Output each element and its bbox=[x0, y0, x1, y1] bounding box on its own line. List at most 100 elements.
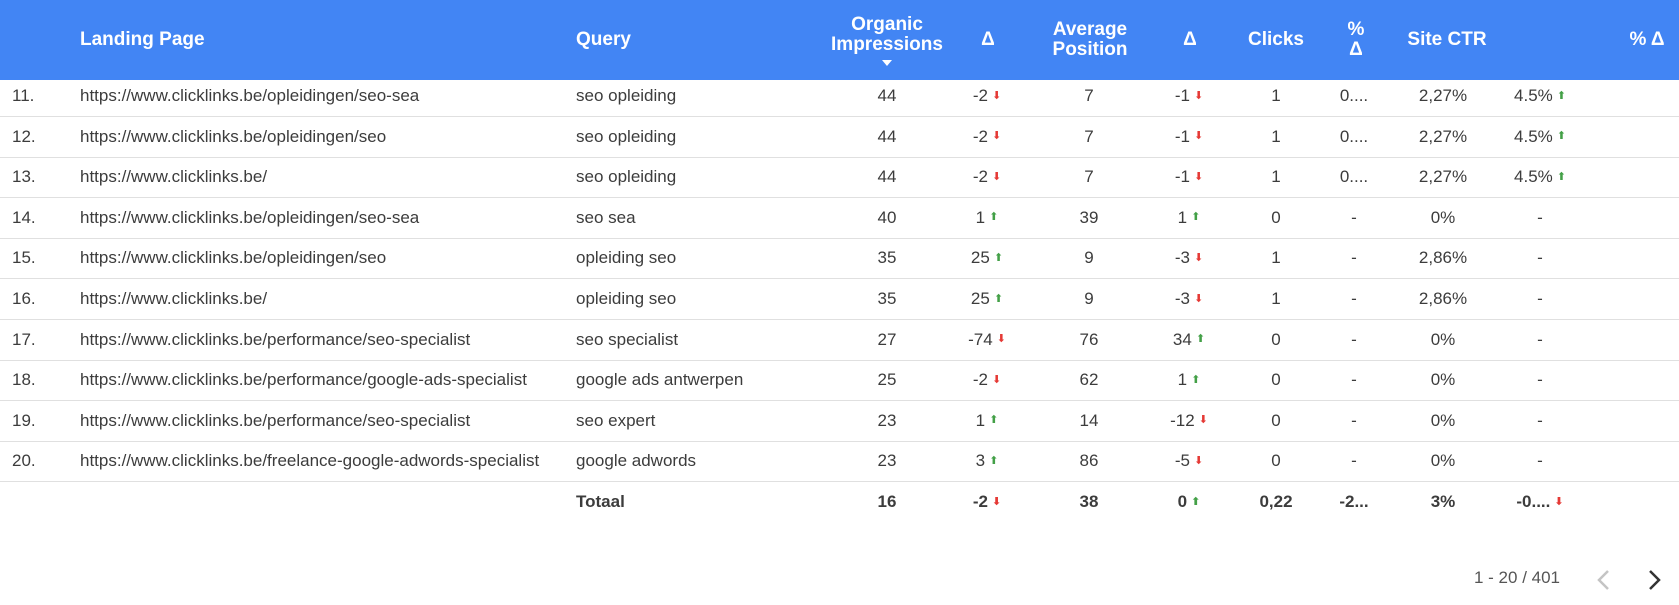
header-clicks-pct-delta[interactable]: % Δ bbox=[1347, 19, 1365, 60]
cell-clicks: 1 bbox=[1271, 86, 1281, 105]
header-landing-page[interactable]: Landing Page bbox=[80, 29, 205, 50]
total-pos: 38 bbox=[1079, 492, 1099, 511]
cell-impr: 40 bbox=[877, 207, 897, 227]
arrow-up-icon: ⬆ bbox=[993, 251, 1004, 264]
cell-pd: - bbox=[1351, 207, 1357, 227]
header-average-position[interactable]: Average Position bbox=[1052, 19, 1128, 60]
total-pd: -2... bbox=[1339, 492, 1369, 511]
cell-pd: 0.... bbox=[1339, 126, 1369, 146]
cell-query: seo opleiding bbox=[576, 86, 677, 105]
cell-d1: -2 ⬇ bbox=[972, 370, 1002, 390]
arrow-up-icon: ⬆ bbox=[989, 211, 999, 224]
cell-page[interactable]: https://www.clicklinks.be/freelance-goog… bbox=[80, 451, 540, 471]
cell-pd2: - bbox=[1537, 451, 1543, 471]
cell-page[interactable]: https://www.clicklinks.be/performance/go… bbox=[80, 370, 527, 390]
cell-page[interactable]: https://www.clicklinks.be/ bbox=[80, 289, 268, 308]
arrow-down-icon: ⬇ bbox=[1198, 414, 1208, 427]
cell-num: 16. bbox=[12, 289, 36, 308]
cell-d1: 25 ⬆ bbox=[970, 248, 1004, 268]
table-row[interactable]: 11. https://www.clicklinks.be/opleidingen… bbox=[0, 76, 1679, 117]
cell-page[interactable]: https://www.clicklinks.be/opleidingen/se… bbox=[80, 126, 387, 146]
cell-clicks: 1 bbox=[1271, 167, 1281, 187]
table-row[interactable]: 13. https://www.clicklinks.be/seo opleidi… bbox=[0, 157, 1679, 199]
header-impressions-delta[interactable]: Δ bbox=[981, 29, 995, 50]
cell-impr: 27 bbox=[877, 329, 897, 349]
cell-page[interactable]: https://www.clicklinks.be/performance/se… bbox=[80, 329, 471, 349]
pagination-range: 1 - 20 / 401 bbox=[1474, 568, 1561, 587]
table-row[interactable]: 17. https://www.clicklinks.be/performance… bbox=[0, 320, 1679, 361]
cell-d2: -3 ⬇ bbox=[1174, 248, 1204, 268]
cell-impr: 44 bbox=[877, 126, 897, 146]
cell-pd2: - bbox=[1537, 410, 1543, 430]
cell-clicks: 0 bbox=[1271, 410, 1281, 430]
total-clicks: 0,22 bbox=[1259, 492, 1293, 511]
cell-page[interactable]: https://www.clicklinks.be/performance/se… bbox=[80, 410, 471, 430]
arrow-up-icon: ⬆ bbox=[1191, 495, 1201, 508]
cell-d2: -5 ⬇ bbox=[1174, 451, 1204, 471]
cell-d2: 1 ⬆ bbox=[1177, 207, 1201, 227]
cell-d2: 34 ⬆ bbox=[1172, 329, 1206, 349]
chevron-right-icon[interactable] bbox=[1640, 565, 1670, 595]
cell-ctr: 0% bbox=[1430, 410, 1456, 430]
chevron-left-icon[interactable] bbox=[1588, 565, 1618, 595]
header-ctr-pct-delta[interactable]: % Δ bbox=[1629, 29, 1665, 50]
sort-descending-icon bbox=[882, 59, 892, 66]
cell-d2: -1 ⬇ bbox=[1174, 126, 1204, 146]
cell-page[interactable]: https://www.clicklinks.be/opleidingen/se… bbox=[80, 248, 387, 268]
cell-clicks: 1 bbox=[1271, 289, 1281, 308]
table-row[interactable]: 19. https://www.clicklinks.be/performance… bbox=[0, 401, 1679, 442]
cell-query: seo expert bbox=[576, 410, 656, 430]
cell-pd2: - bbox=[1537, 289, 1543, 308]
cell-page[interactable]: https://www.clicklinks.be/ bbox=[80, 167, 268, 187]
cell-query: google ads antwerpen bbox=[576, 370, 744, 390]
cell-ctr: 2,27% bbox=[1418, 86, 1468, 105]
table-row[interactable]: 20. https://www.clicklinks.be/freelance-g… bbox=[0, 441, 1679, 483]
cell-ctr: 2,27% bbox=[1418, 126, 1468, 146]
arrow-up-icon: ⬆ bbox=[1191, 211, 1201, 224]
arrow-down-icon: ⬇ bbox=[991, 89, 1002, 102]
cell-page[interactable]: https://www.clicklinks.be/opleidingen/se… bbox=[80, 207, 420, 227]
arrow-down-icon: ⬇ bbox=[991, 170, 1002, 183]
table-row[interactable]: 15. https://www.clicklinks.be/opleidingen… bbox=[0, 238, 1679, 280]
cell-impr: 23 bbox=[877, 410, 897, 430]
cell-pos: 76 bbox=[1079, 329, 1099, 349]
cell-page[interactable]: https://www.clicklinks.be/opleidingen/se… bbox=[80, 86, 420, 105]
table-row[interactable]: 18. https://www.clicklinks.be/performance… bbox=[0, 360, 1679, 402]
header-position-delta[interactable]: Δ bbox=[1183, 29, 1197, 50]
cell-num: 18. bbox=[12, 370, 36, 390]
cell-pd2: 4.5% ⬆ bbox=[1514, 167, 1566, 187]
cell-query: opleiding seo bbox=[576, 289, 677, 308]
cell-query: google adwords bbox=[576, 451, 697, 471]
cell-pd: 0.... bbox=[1339, 167, 1369, 187]
arrow-down-icon: ⬇ bbox=[996, 333, 1006, 346]
cell-impr: 35 bbox=[877, 289, 897, 308]
arrow-up-icon: ⬆ bbox=[1556, 130, 1566, 143]
cell-pd: - bbox=[1351, 451, 1357, 471]
cell-pd2: - bbox=[1537, 248, 1543, 268]
cell-ctr: 0% bbox=[1430, 207, 1456, 227]
table-row[interactable]: 12. https://www.clicklinks.be/opleidingen… bbox=[0, 117, 1679, 158]
cell-pd2: 4.5% ⬆ bbox=[1514, 86, 1566, 105]
header-query[interactable]: Query bbox=[576, 29, 631, 50]
cell-pos: 7 bbox=[1084, 167, 1094, 187]
arrow-up-icon: ⬆ bbox=[1191, 373, 1201, 386]
header-clicks[interactable]: Clicks bbox=[1248, 29, 1304, 50]
cell-pos: 7 bbox=[1084, 86, 1094, 105]
cell-pd: - bbox=[1351, 410, 1357, 430]
cell-num: 20. bbox=[12, 451, 36, 471]
table-row[interactable]: 14. https://www.clicklinks.be/opleidingen… bbox=[0, 198, 1679, 239]
cell-ctr: 2,27% bbox=[1418, 167, 1468, 187]
cell-ctr: 0% bbox=[1430, 370, 1456, 390]
cell-clicks: 0 bbox=[1271, 329, 1281, 349]
cell-clicks: 1 bbox=[1271, 126, 1281, 146]
total-ctr: 3% bbox=[1430, 492, 1456, 511]
total-d2: 0 ⬆ bbox=[1177, 492, 1201, 511]
header-site-ctr[interactable]: Site CTR bbox=[1407, 29, 1487, 50]
cell-ctr: 0% bbox=[1430, 329, 1456, 349]
arrow-up-icon: ⬆ bbox=[989, 414, 999, 427]
cell-pos: 9 bbox=[1084, 248, 1094, 268]
table-row[interactable]: 16. https://www.clicklinks.be/opleiding s… bbox=[0, 279, 1679, 320]
header-organic-impressions[interactable]: Organic Impressions bbox=[826, 0, 948, 80]
cell-d1: -2 ⬇ bbox=[972, 126, 1002, 146]
cell-impr: 23 bbox=[877, 451, 897, 471]
